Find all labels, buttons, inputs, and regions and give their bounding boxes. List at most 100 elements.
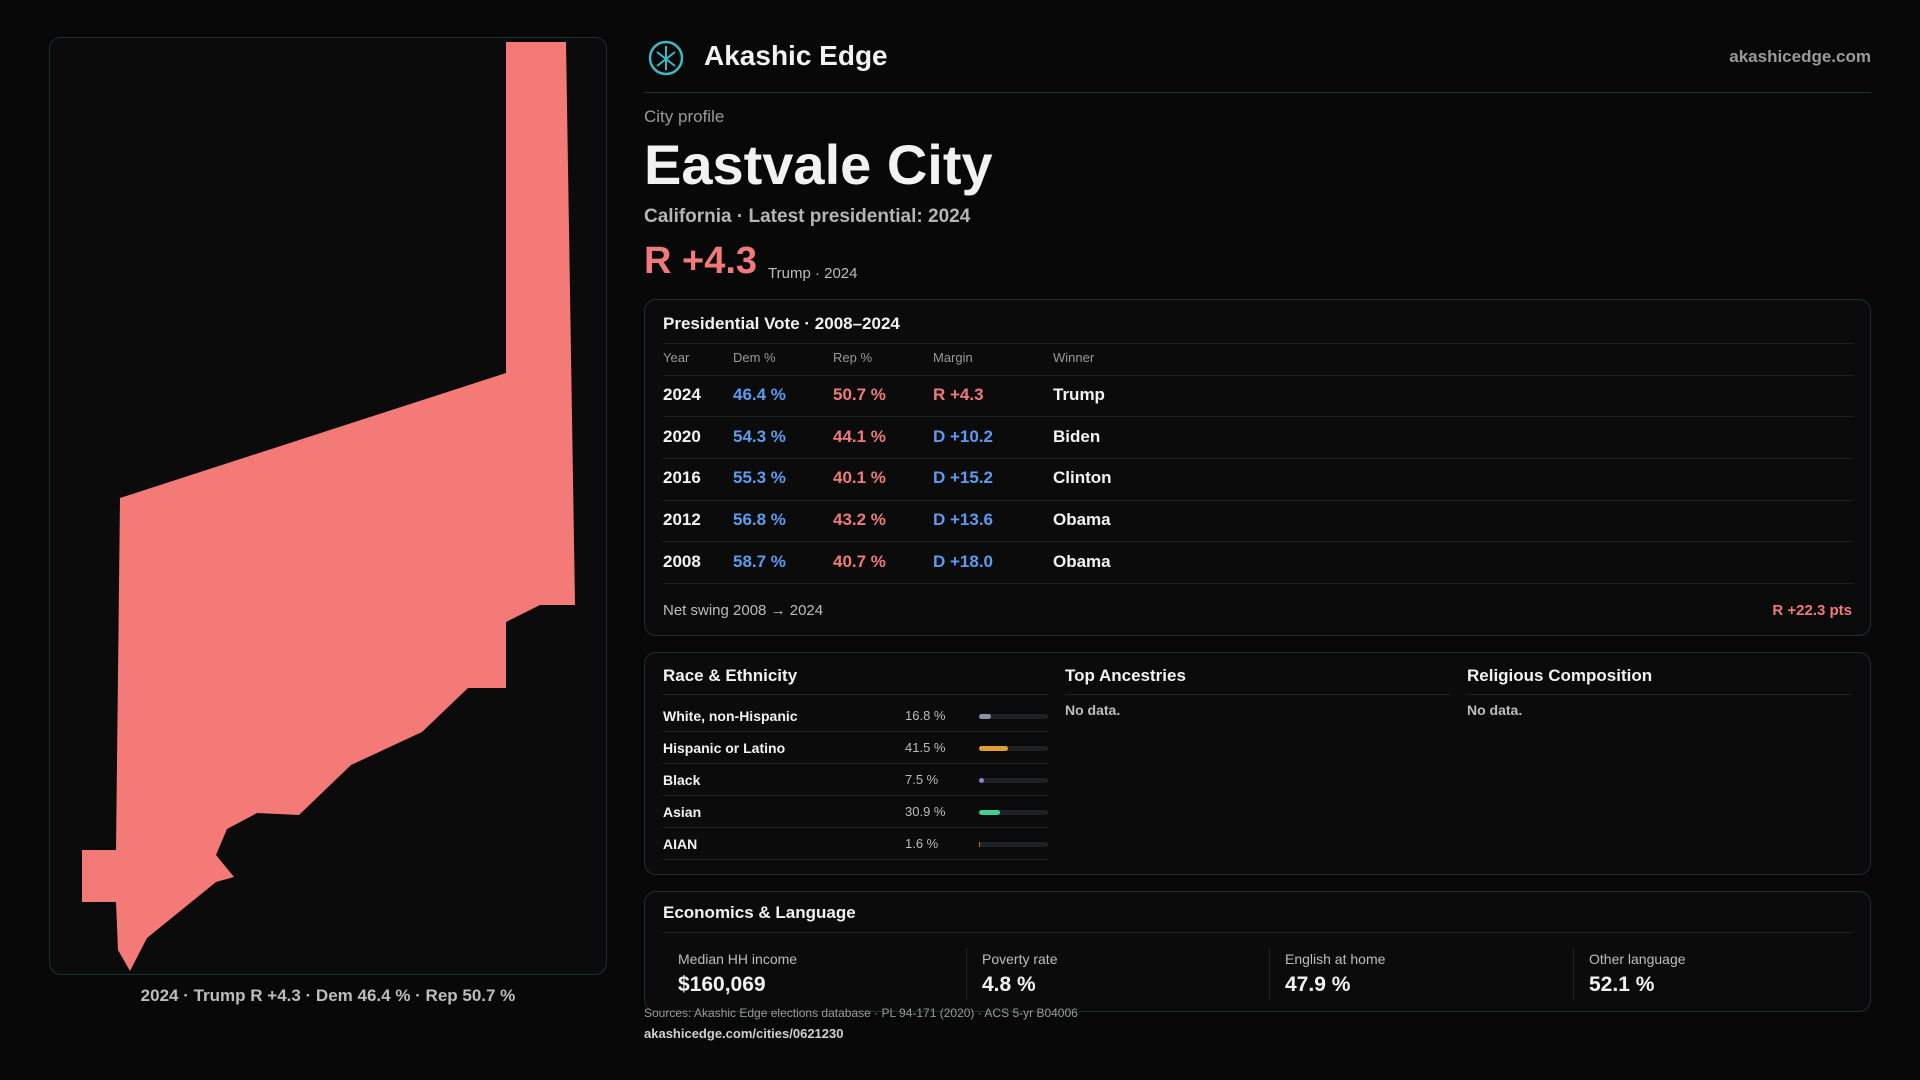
cell-divider [1269, 948, 1270, 1000]
table-cell: D +15.2 [933, 468, 994, 488]
column-header: Margin [933, 350, 973, 366]
race-label: Asian [663, 803, 702, 820]
divider [1065, 694, 1450, 695]
row-divider [663, 731, 1048, 732]
row-divider [663, 416, 1853, 417]
bar [979, 713, 991, 719]
panel-title: Religious Composition [1467, 665, 1653, 685]
stat-value: 47.9 % [1285, 973, 1351, 997]
presidential-panel [644, 299, 1871, 636]
table-cell: 40.1 % [833, 468, 886, 488]
bar-track [979, 713, 1048, 719]
bar-track [979, 745, 1048, 751]
row-divider [663, 763, 1048, 764]
table-cell: 2020 [663, 426, 701, 446]
row-divider [663, 457, 1853, 459]
brand: Akashic Edge [704, 40, 888, 72]
stat-value: $160,069 [678, 973, 766, 997]
stat-label: Other language [1589, 950, 1686, 967]
kicker: City profile [644, 106, 725, 126]
column-header: Rep % [833, 350, 873, 366]
table-cell: 58.7 % [733, 551, 786, 571]
race-label: Hispanic or Latino [663, 739, 786, 756]
table-cell: 55.3 % [733, 468, 786, 488]
table-cell: D +10.2 [933, 426, 994, 446]
table-cell: Biden [1053, 426, 1101, 446]
bar [979, 809, 1001, 815]
column-header: Dem % [733, 350, 776, 366]
panel-title: Race & Ethnicity [663, 665, 798, 685]
table-cell: 46.4 % [733, 384, 786, 404]
panel-title: Top Ancestries [1065, 665, 1186, 685]
bar [979, 841, 981, 847]
swing-label: Net swing 2008 → 2024 [663, 602, 824, 619]
table-cell: 2016 [663, 468, 701, 488]
domain: akashicedge.com [1729, 46, 1871, 66]
swing-value: R +22.3 pts [1772, 602, 1852, 619]
table-cell: Obama [1053, 551, 1111, 571]
logo [648, 40, 684, 76]
city-shape [82, 42, 575, 971]
economics-panel [644, 891, 1871, 1012]
no-data: No data. [1467, 701, 1523, 718]
cell-divider [966, 948, 967, 1000]
table-cell: 2012 [663, 510, 701, 530]
row-divider [663, 499, 1853, 501]
map [82, 42, 575, 971]
table-cell: R +4.3 [933, 384, 984, 404]
header-divider [644, 92, 1871, 93]
stat-label: Median HH income [678, 950, 798, 967]
margin-note: Trump · 2024 [768, 265, 858, 282]
divider [663, 343, 1853, 344]
table-cell: Trump [1053, 384, 1105, 404]
subtitle: California · Latest presidential: 2024 [644, 205, 971, 227]
table-cell: 43.2 % [833, 510, 886, 530]
table-cell: D +18.0 [933, 551, 994, 571]
divider [663, 375, 1853, 376]
row-divider [663, 541, 1853, 543]
bar [979, 745, 1008, 751]
column-header: Winner [1053, 350, 1095, 366]
race-value: 16.8 % [905, 708, 946, 724]
row-divider [663, 827, 1048, 828]
divider [1467, 694, 1852, 695]
no-data: No data. [1065, 701, 1121, 718]
source-url: akashicedge.com/cities/0621230 [644, 1026, 844, 1042]
race-value: 1.6 % [905, 836, 939, 852]
table-cell: 2008 [663, 551, 701, 571]
bar-track [979, 777, 1048, 783]
race-value: 30.9 % [905, 804, 946, 820]
race-label: Black [663, 771, 701, 788]
bar [979, 777, 985, 783]
table-cell: 44.1 % [833, 426, 886, 446]
table-cell: 40.7 % [833, 551, 886, 571]
panel-title: Presidential Vote · 2008–2024 [663, 313, 900, 333]
stat-label: English at home [1285, 950, 1386, 967]
table-cell: Clinton [1053, 468, 1112, 488]
row-divider [663, 859, 1048, 860]
column-header: Year [663, 350, 690, 366]
table-cell: 50.7 % [833, 384, 886, 404]
divider [663, 932, 1853, 933]
race-label: White, non-Hispanic [663, 707, 798, 724]
margin: R +4.3 [644, 240, 758, 283]
table-cell: Obama [1053, 510, 1111, 530]
stat-value: 4.8 % [982, 973, 1036, 997]
bar-track [979, 809, 1048, 815]
stat-value: 52.1 % [1589, 973, 1655, 997]
table-cell: D +13.6 [933, 510, 994, 530]
table-cell: 2024 [663, 384, 701, 404]
row-divider [663, 583, 1853, 584]
city-title: Eastvale City [644, 133, 993, 197]
table-cell: 54.3 % [733, 426, 786, 446]
race-value: 7.5 % [905, 772, 939, 788]
stat-label: Poverty rate [982, 950, 1058, 967]
cell-divider [1573, 948, 1574, 1000]
race-value: 41.5 % [905, 740, 946, 756]
bar-track [979, 841, 1048, 847]
row-divider [663, 795, 1048, 796]
map-caption: 2024 · Trump R +4.3 · Dem 46.4 % · Rep 5… [140, 985, 516, 1005]
panel-title: Economics & Language [663, 902, 856, 922]
table-cell: 56.8 % [733, 510, 786, 530]
